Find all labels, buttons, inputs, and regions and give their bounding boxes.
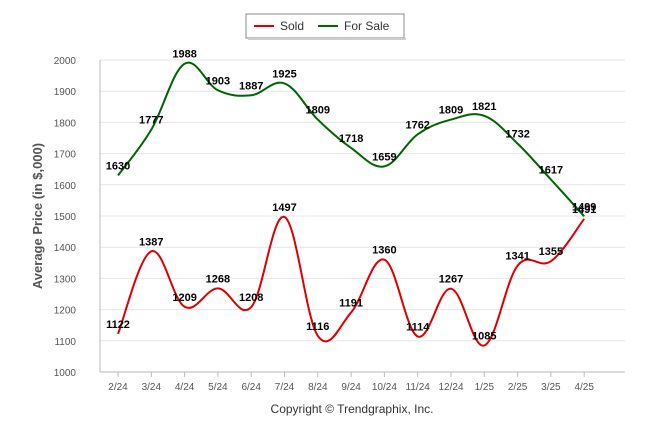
x-tick-label: 7/24 [275,382,295,393]
data-label: 1355 [539,246,563,258]
y-tick-label: 1600 [54,181,77,192]
data-label: 1988 [172,49,196,61]
data-label: 1617 [539,164,563,176]
y-tick-label: 1500 [54,212,77,223]
series-lines [117,61,585,347]
y-tick-label: 1100 [54,337,76,348]
data-label: 1718 [339,133,363,145]
y-tick-label: 1800 [54,118,77,129]
data-label: 1630 [106,160,130,172]
legend-shadow [248,38,406,40]
x-tick-label: 10/24 [372,382,397,393]
data-label: 1085 [472,330,496,342]
y-tick-label: 1300 [54,274,77,285]
data-label: 1499 [572,201,596,213]
x-tick-label: 3/24 [142,382,162,393]
data-label: 1209 [172,292,196,304]
y-tick-labels: 1000 1100 1200 1300 1400 1500 1600 1700 1800 1900… [54,56,77,379]
data-label: 1360 [372,245,396,257]
x-tick-label: 8/24 [308,382,328,393]
x-tick-label: 9/24 [341,382,361,393]
x-tick-label: 1/25 [475,382,495,393]
data-label: 1267 [439,274,463,286]
data-label: 1809 [306,105,330,117]
legend-label: For Sale [344,19,390,33]
x-tick-labels: 2/24 3/24 4/24 5/24 6/24 7/24 8/24 9/24 10/24 11/… [108,372,594,393]
data-label: 1762 [405,119,429,131]
legend[interactable]: Sold For Sale [245,13,406,40]
x-tick-label: 4/25 [574,382,594,393]
data-label: 1491 [572,204,596,216]
data-label: 1268 [206,273,230,285]
x-tick-label: 5/24 [208,382,228,393]
data-label: 1208 [239,292,263,304]
x-tick-label: 2/24 [108,382,128,393]
x-tick-label: 6/24 [241,382,261,393]
legend-label: Sold [280,19,304,33]
y-tick-label: 1000 [54,368,77,379]
y-tick-label: 1400 [54,243,77,254]
y-tick-label: 1200 [54,306,77,317]
x-tick-label: 12/24 [438,382,463,393]
data-label: 1821 [472,101,496,113]
data-label: 1122 [106,319,130,331]
series-line-sold [117,215,585,347]
data-label: 1809 [439,105,463,117]
data-label: 1732 [505,129,529,141]
data-label: 1903 [206,75,230,87]
data-labels: 1122 1387 1209 1268 1208 1497 1116 1191 1360 1114… [106,49,597,343]
data-label: 1116 [306,321,329,333]
copyright-footer: Copyright © Trendgraphix, Inc. [271,402,434,416]
y-tick-label: 1700 [54,150,77,161]
axes [99,60,625,373]
series-line-for-sale [117,61,585,217]
x-tick-label: 3/25 [541,382,561,393]
grid-lines [100,59,625,373]
data-label: 1341 [505,251,529,263]
data-label: 1191 [339,297,363,309]
data-label: 1387 [139,236,163,248]
data-label: 1925 [272,68,296,80]
data-label: 1887 [239,80,263,92]
data-label: 1777 [139,115,163,127]
x-tick-label: 4/24 [175,382,195,393]
data-label: 1497 [272,202,296,214]
y-axis-label: Average Price (in $,000) [30,143,45,289]
data-label: 1114 [406,321,430,333]
y-tick-label: 2000 [54,56,77,67]
y-tick-label: 1900 [54,87,77,98]
data-label: 1659 [372,151,396,163]
x-tick-label: 2/25 [508,382,528,393]
x-tick-label: 11/24 [406,382,431,393]
